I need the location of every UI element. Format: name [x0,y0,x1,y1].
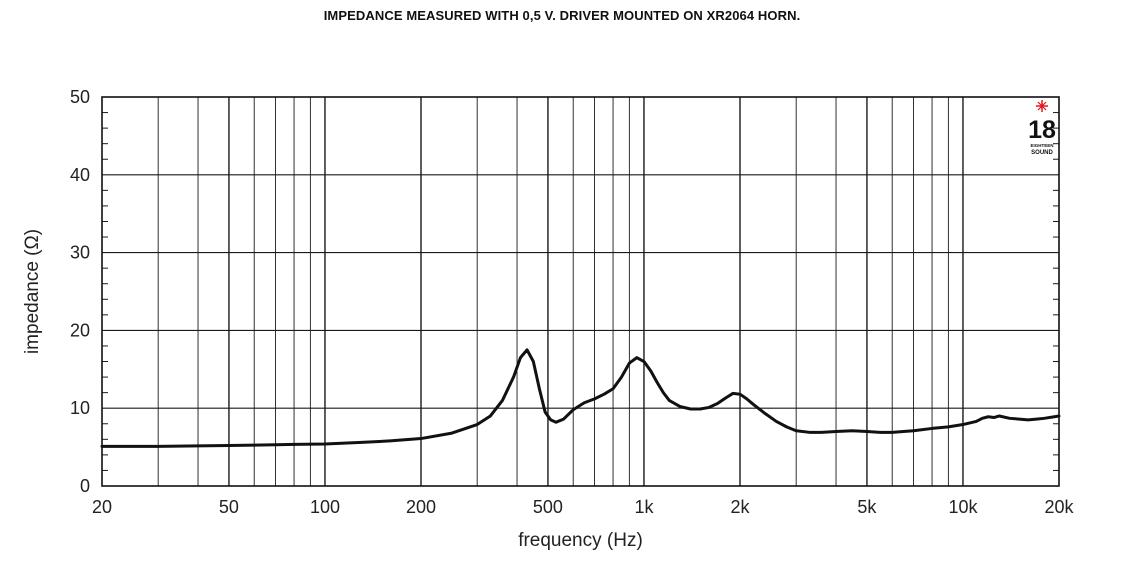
brand-logo: 18 EIGHTEEN SOUND [1028,100,1056,156]
x-axis-label: frequency (Hz) [518,530,643,551]
y-tick-label: 40 [70,165,90,185]
x-tick-label: 200 [406,497,436,517]
x-tick-label: 100 [310,497,340,517]
impedance-curve [100,348,1061,448]
y-tick-label: 30 [70,243,90,263]
x-tick-label: 20 [92,497,112,517]
x-tick-label: 500 [533,497,563,517]
logo-sound-text: SOUND [1031,150,1053,156]
x-tick-label: 50 [219,497,239,517]
y-axis-label: impedance (Ω) [22,229,43,354]
y-tick-label: 0 [80,476,90,496]
x-axis-ticks: 20 50 100 200 500 1k 2k 5k 10k 20k [92,497,1075,517]
x-tick-label: 5k [857,497,877,517]
x-tick-label: 2k [730,497,750,517]
y-tick-label: 50 [70,87,90,107]
plot-frame [101,96,1060,487]
logo-star-icon [1036,100,1048,112]
logo-small-text: EIGHTEEN [1030,143,1053,148]
x-tick-label: 20k [1044,497,1074,517]
x-tick-label: 10k [948,497,978,517]
chart-title: IMPEDANCE MEASURED WITH 0,5 V. DRIVER MO… [323,8,801,23]
x-tick-label: 1k [634,497,654,517]
y-tick-label: 10 [70,398,90,418]
y-tick-label: 20 [70,320,90,340]
y-axis-ticks: 0 10 20 30 40 50 [70,87,90,496]
logo-number: 18 [1028,116,1056,144]
grid [102,97,1059,486]
